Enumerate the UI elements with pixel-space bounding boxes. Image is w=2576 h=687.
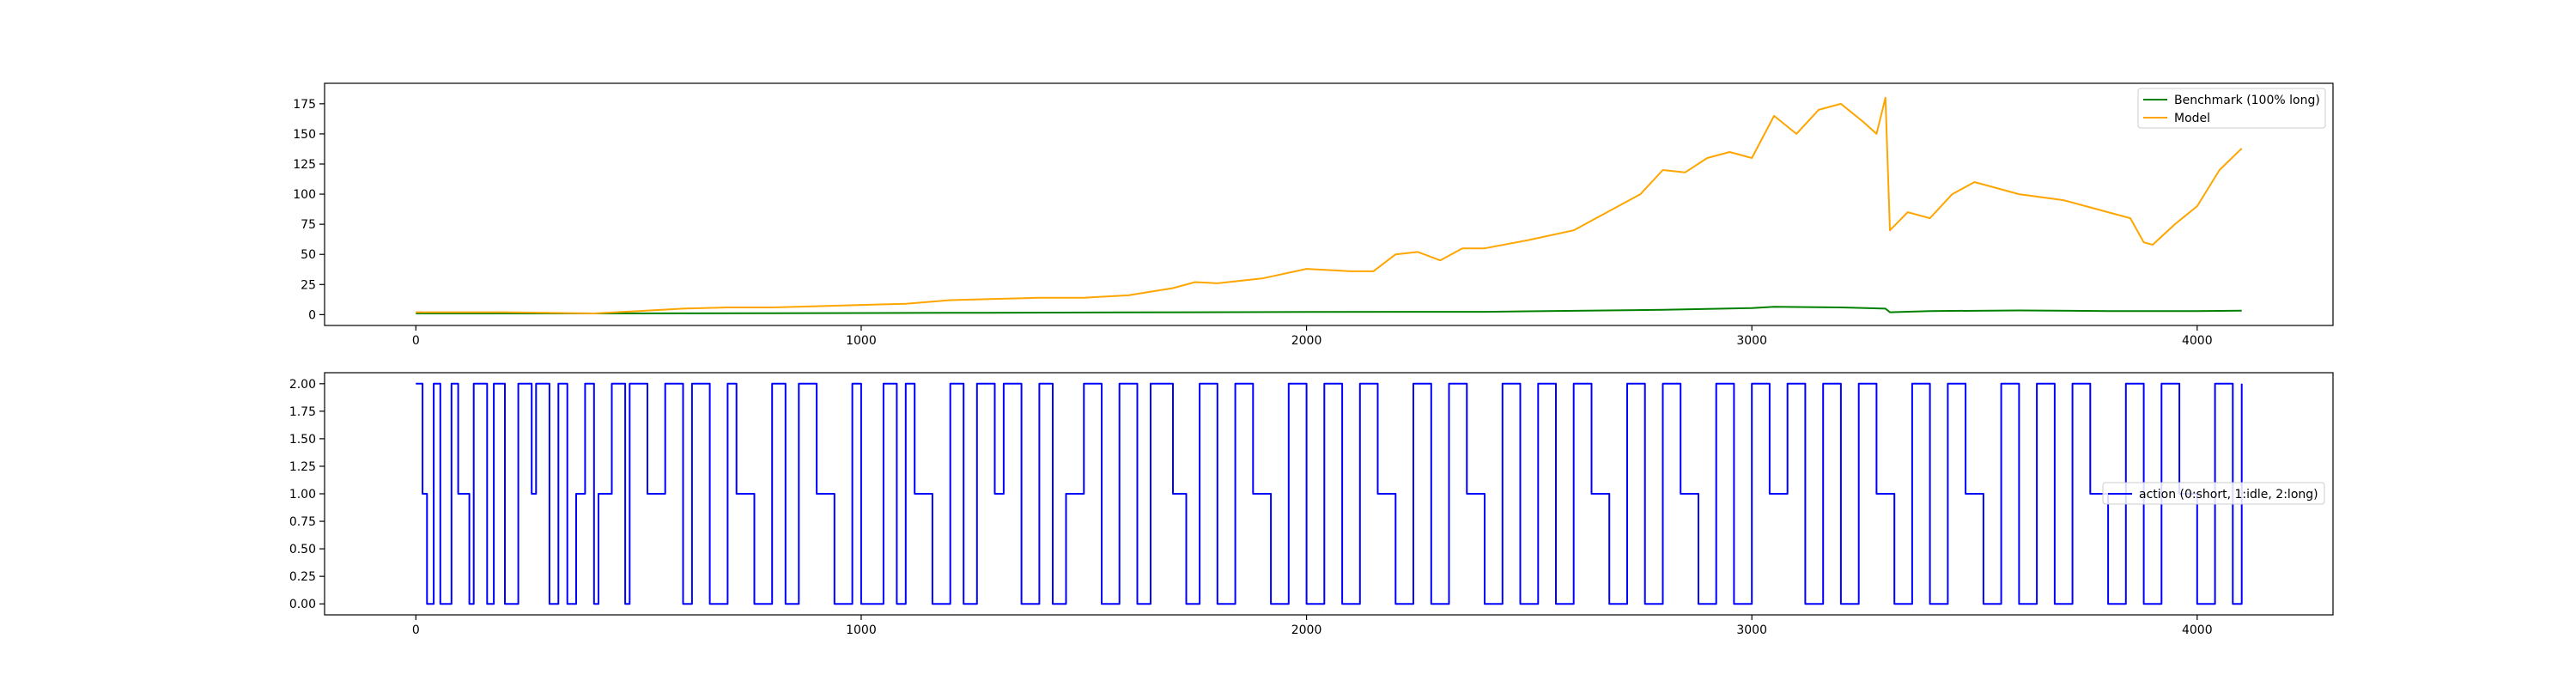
y-tick-label: 0.00 <box>289 598 316 611</box>
x-tick-label: 0 <box>412 623 420 637</box>
legend-box <box>2137 88 2326 129</box>
legend-box <box>2102 482 2325 505</box>
y-tick-label: 25 <box>301 278 316 292</box>
y-tick-label: 50 <box>301 248 316 262</box>
x-tick-label: 2000 <box>1291 623 1322 637</box>
chart-panel-1: 0 1000 2000 3000 4000 0 25 50 75 100 125 150 175 Benc… <box>293 82 2334 348</box>
x-tick-label: 3000 <box>1736 623 1767 637</box>
series-line-1 <box>416 306 2242 314</box>
y-tick-label: 1.50 <box>289 433 316 447</box>
legend-label-1: action (0:short, 1:idle, 2:long) <box>2139 488 2318 502</box>
series-line-2 <box>416 96 2243 314</box>
legend-label-1: Benchmark (100% long) <box>2174 94 2320 107</box>
y-tick-label: 2.00 <box>289 378 316 392</box>
y-tick-label: 100 <box>293 188 316 202</box>
y-tick-label: 150 <box>293 128 316 142</box>
y-tick-label: 1.75 <box>289 405 316 419</box>
x-tick-label: 3000 <box>1736 334 1767 348</box>
y-tick-label: 0 <box>308 308 316 322</box>
y-tick-label: 175 <box>293 98 316 112</box>
x-tick-label: 4000 <box>2182 334 2213 348</box>
axes-frame <box>324 82 2334 326</box>
y-tick-label: 75 <box>301 218 316 232</box>
chart-panel-2: 0 1000 2000 3000 4000 0.00 0.25 0.50 0.75 1.00 1.2… <box>289 372 2334 637</box>
series-line-1 <box>416 382 2243 605</box>
y-tick-label: 1.00 <box>289 488 316 502</box>
y-tick-label: 1.25 <box>289 460 316 474</box>
legend: action (0:short, 1:idle, 2:long) <box>2102 482 2325 505</box>
y-tick-label: 0.50 <box>289 543 316 556</box>
legend-label-2: Model <box>2174 112 2210 125</box>
y-tick-label: 0.25 <box>289 570 316 584</box>
x-tick-label: 2000 <box>1291 334 1322 348</box>
x-tick-label: 4000 <box>2182 623 2213 637</box>
x-tick-label: 1000 <box>846 623 877 637</box>
x-tick-label: 0 <box>412 334 420 348</box>
y-tick-label: 125 <box>293 158 316 172</box>
legend: Benchmark (100% long) Model <box>2137 88 2326 129</box>
y-tick-label: 0.75 <box>289 515 316 529</box>
x-tick-label: 1000 <box>846 334 877 348</box>
